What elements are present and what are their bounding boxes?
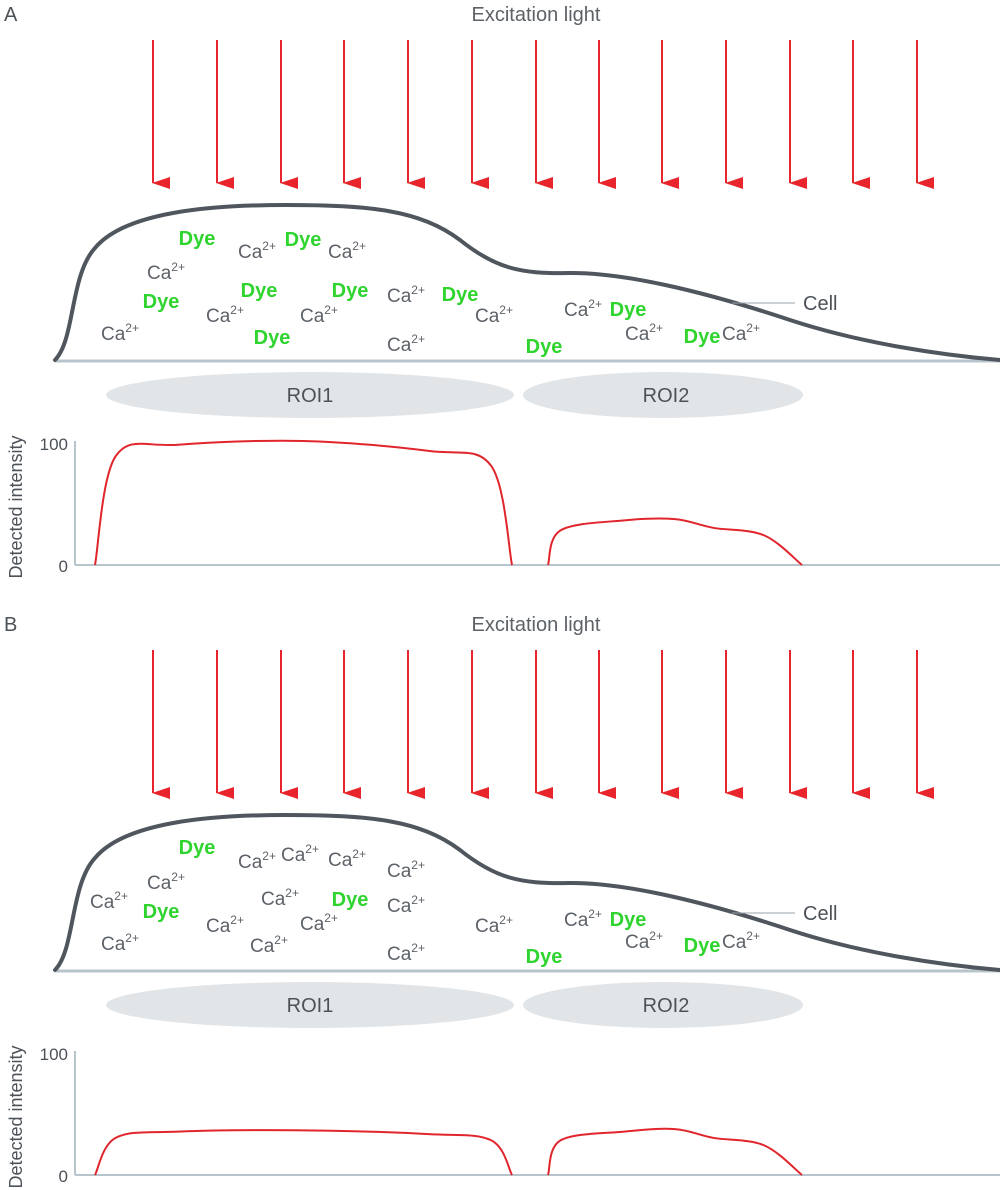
intensity-curve-roi1 [94, 1129, 513, 1176]
calcium-ion-label: Ca2+ [147, 870, 185, 894]
calcium-ion-label: Ca2+ [101, 321, 139, 345]
y-tick-label: 100 [40, 435, 68, 454]
dye-label: Dye [285, 229, 322, 251]
roi1-region [106, 982, 514, 1028]
calcium-ion-label: Ca2+ [206, 303, 244, 327]
calcium-ion-label: Ca2+ [625, 929, 663, 953]
roi-row: ROI1 ROI2 [106, 372, 803, 418]
roi-row: ROI1 ROI2 [106, 982, 803, 1028]
dye-label: Dye [684, 935, 721, 957]
calcium-ion-label: Ca2+ [387, 283, 425, 307]
dye-label: Dye [143, 901, 180, 923]
excitation-light-label: Excitation light [472, 614, 601, 636]
dye-label: Dye [442, 284, 479, 306]
calcium-ion-label: Ca2+ [387, 332, 425, 356]
roi2-label: ROI2 [643, 385, 690, 407]
cell-label: Cell [803, 293, 837, 315]
calcium-ion-label: Ca2+ [387, 941, 425, 965]
intensity-chart: 100 0 Detected intensity [6, 1045, 1000, 1189]
calcium-ion-label: Ca2+ [625, 321, 663, 345]
roi1-region [106, 372, 514, 418]
dye-label: Dye [241, 280, 278, 302]
roi2-label: ROI2 [643, 995, 690, 1017]
calcium-ion-label: Ca2+ [206, 913, 244, 937]
dye-label: Dye [254, 327, 291, 349]
panel-label: B [4, 614, 17, 636]
dye-label: Dye [332, 280, 369, 302]
cell-label: Cell [803, 903, 837, 925]
intensity-curve-roi2 [547, 1127, 803, 1176]
panel-B: B Excitation lightCellDyeCa2+DyeCa2+Ca2+C… [4, 614, 1000, 1189]
dye-label: Dye [332, 889, 369, 911]
calcium-ion-label: Ca2+ [300, 303, 338, 327]
cell-outline [53, 202, 1000, 362]
calcium-ion-label: Ca2+ [238, 239, 276, 263]
roi2-region [523, 982, 803, 1028]
intensity-curve-roi2 [547, 517, 803, 566]
calcium-ion-label: Ca2+ [475, 913, 513, 937]
calcium-ion-label: Ca2+ [722, 929, 760, 953]
calcium-ion-label: Ca2+ [564, 297, 602, 321]
calcium-ion-label: Ca2+ [90, 889, 128, 913]
excitation-light-label: Excitation light [472, 4, 601, 26]
roi2-region [523, 372, 803, 418]
calcium-ion-label: Ca2+ [328, 847, 366, 871]
calcium-ion-label: Ca2+ [261, 886, 299, 910]
calcium-ion-label: Ca2+ [387, 893, 425, 917]
y-axis-label: Detected intensity [6, 1045, 26, 1188]
dye-label: Dye [610, 909, 647, 931]
calcium-ion-label: Ca2+ [328, 239, 366, 263]
calcium-ion-label: Ca2+ [722, 321, 760, 345]
calcium-ion-label: Ca2+ [281, 842, 319, 866]
dye-label: Dye [179, 837, 216, 859]
y-axis-label: Detected intensity [6, 435, 26, 578]
calcium-ion-label: Ca2+ [300, 911, 338, 935]
cell-outline [53, 812, 1000, 972]
intensity-chart: 100 0 Detected intensity [6, 435, 1000, 579]
intensity-curve-roi1 [94, 439, 513, 566]
dye-label: Dye [143, 291, 180, 313]
calcium-ion-label: Ca2+ [101, 931, 139, 955]
y-tick-label: 0 [59, 557, 68, 576]
panel-label: A [4, 4, 18, 26]
dye-label: Dye [179, 228, 216, 250]
dye-label: Dye [610, 299, 647, 321]
roi1-label: ROI1 [287, 385, 334, 407]
calcium-ion-label: Ca2+ [238, 849, 276, 873]
calcium-ion-label: Ca2+ [475, 303, 513, 327]
calcium-ion-label: Ca2+ [387, 858, 425, 882]
dye-label: Dye [526, 946, 563, 968]
calcium-ion-label: Ca2+ [564, 907, 602, 931]
calcium-ion-label: Ca2+ [250, 933, 288, 957]
y-tick-label: 100 [40, 1045, 68, 1064]
dye-label: Dye [684, 326, 721, 348]
calcium-ion-label: Ca2+ [147, 260, 185, 284]
excitation-arrows [152, 650, 934, 799]
y-tick-label: 0 [59, 1167, 68, 1186]
dye-label: Dye [526, 336, 563, 358]
excitation-arrows [152, 40, 934, 189]
roi1-label: ROI1 [287, 995, 334, 1017]
